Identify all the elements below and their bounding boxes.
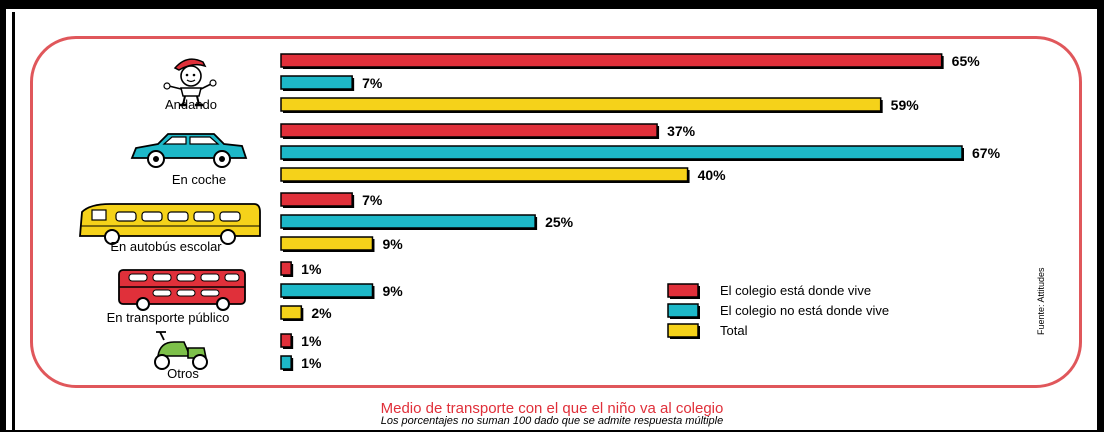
bar-value-label: 9% <box>382 283 403 299</box>
bar <box>281 306 301 319</box>
chart-subtitle: Los porcentajes no suman 100 dado que se… <box>0 415 1104 427</box>
legend-label: El colegio no está donde vive <box>720 303 889 318</box>
bar <box>281 168 688 181</box>
bar-value-label: 37% <box>667 123 696 139</box>
bar-value-label: 67% <box>972 145 1001 161</box>
bar <box>281 262 291 275</box>
legend-swatch <box>668 284 698 297</box>
legend-swatch <box>668 324 698 337</box>
bar-value-label: 7% <box>362 75 383 91</box>
bar-value-label: 25% <box>545 214 574 230</box>
category-label: En transporte público <box>107 310 230 325</box>
bar <box>281 124 657 137</box>
bar <box>281 193 352 206</box>
bar <box>281 146 962 159</box>
bar-value-label: 59% <box>891 97 920 113</box>
category-label: En coche <box>172 172 226 187</box>
bar <box>281 237 372 250</box>
bar-value-label: 1% <box>301 355 322 371</box>
bar <box>281 356 291 369</box>
car-icon <box>132 134 246 167</box>
bar <box>281 54 942 67</box>
double-decker-bus-icon <box>119 270 245 310</box>
bars <box>281 54 964 371</box>
bar <box>281 76 352 89</box>
legend-label: El colegio está donde vive <box>720 283 871 298</box>
bar-value-label: 9% <box>382 236 403 252</box>
bar-value-label: 65% <box>952 53 981 69</box>
bar-value-label: 1% <box>301 333 322 349</box>
bar <box>281 215 535 228</box>
bar-value-label: 2% <box>311 305 332 321</box>
bar-value-label: 1% <box>301 261 322 277</box>
bar <box>281 284 372 297</box>
category-label: Otros <box>167 366 199 381</box>
source-note: Fuente: Attitudes <box>1036 267 1046 335</box>
scooter-icon <box>155 332 207 369</box>
legend-swatch <box>668 304 698 317</box>
bar-value-label: 40% <box>698 167 727 183</box>
bar <box>281 334 291 347</box>
bar-value-label: 7% <box>362 192 383 208</box>
legend: El colegio está donde vive El colegio no … <box>668 283 889 339</box>
legend-label: Total <box>720 323 748 338</box>
category-label: Andando <box>165 97 217 112</box>
bar <box>281 98 881 111</box>
category-label: En autobús escolar <box>110 239 222 254</box>
school-bus-icon <box>80 204 260 244</box>
